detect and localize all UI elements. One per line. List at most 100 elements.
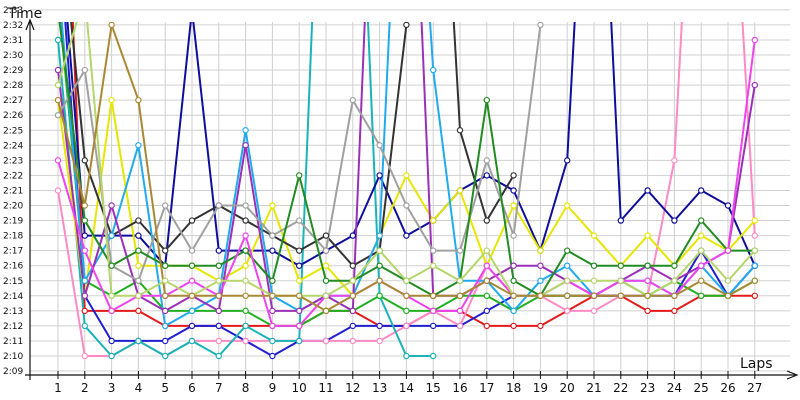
series-point — [483, 157, 490, 164]
series-point — [108, 22, 115, 29]
series-point — [296, 247, 303, 254]
y-tick-label: 2:24 — [3, 141, 23, 151]
y-tick-label: 2:23 — [3, 156, 23, 166]
x-tick-label: 8 — [242, 381, 250, 395]
series-point — [296, 262, 303, 269]
series-point — [269, 337, 276, 345]
y-tick-label: 2:29 — [3, 66, 23, 76]
series-point — [510, 307, 517, 315]
series-point — [724, 202, 732, 209]
x-axis-title: Laps — [740, 356, 773, 372]
series-point — [590, 232, 598, 239]
series-point — [698, 232, 705, 239]
x-tick-label: 1 — [54, 381, 62, 395]
series-point — [617, 277, 625, 284]
y-tick-label: 2:13 — [3, 307, 23, 317]
series-point — [296, 337, 303, 345]
y-tick-label: 2:11 — [3, 337, 23, 347]
series-point — [242, 337, 249, 345]
series-point — [269, 352, 276, 360]
series-point — [644, 262, 651, 269]
series-point — [188, 247, 196, 254]
series-point — [161, 322, 169, 330]
series-point — [322, 262, 330, 269]
series-point — [161, 307, 169, 315]
x-tick-label: 2 — [81, 381, 89, 395]
series-point — [537, 262, 544, 269]
x-axis-arrow — [786, 370, 799, 380]
series-point — [430, 322, 437, 330]
series-point — [322, 277, 330, 284]
x-tick-label: 13 — [372, 381, 387, 395]
series-point — [108, 96, 115, 104]
series-point — [590, 292, 598, 299]
series-point — [81, 352, 89, 360]
series-point — [751, 292, 759, 299]
series-point — [81, 292, 89, 299]
series-point — [376, 232, 383, 239]
series-point — [537, 277, 544, 284]
series-point — [403, 352, 410, 360]
series-point — [671, 157, 678, 164]
series-point — [483, 322, 490, 330]
series-point — [644, 277, 651, 284]
series-point — [349, 307, 356, 315]
series-point — [188, 217, 196, 224]
series-point — [456, 247, 464, 254]
series-line — [70, 22, 515, 267]
series-point — [135, 277, 142, 284]
series-point — [161, 277, 169, 284]
x-tick-label: 26 — [720, 381, 735, 395]
series-point — [430, 247, 437, 254]
series-point — [537, 292, 544, 299]
x-tick-label: 14 — [399, 381, 414, 395]
series-point — [242, 127, 249, 134]
series-point — [188, 262, 196, 269]
series-point — [349, 232, 356, 239]
series-point — [215, 277, 222, 284]
series-point — [108, 232, 115, 239]
series-point — [430, 292, 437, 299]
series-point — [54, 111, 62, 119]
series-point — [403, 202, 410, 209]
series-point — [403, 277, 410, 284]
y-tick-label: 2:27 — [3, 96, 23, 106]
series-point — [242, 277, 249, 284]
series-point — [590, 277, 598, 284]
y-tick-label: 2:15 — [3, 277, 23, 287]
series-point — [644, 232, 651, 239]
x-tick-label: 10 — [292, 381, 307, 395]
series-point — [456, 307, 464, 315]
x-tick-label: 23 — [640, 381, 655, 395]
series-point — [376, 172, 383, 179]
series-point — [81, 307, 89, 315]
y-tick-label: 2:12 — [3, 322, 23, 332]
series-point — [430, 352, 437, 360]
series-point — [215, 292, 222, 299]
x-tick-label: 22 — [613, 381, 628, 395]
series-point — [108, 337, 115, 345]
series-point — [510, 292, 517, 299]
series-point — [135, 337, 142, 345]
series-point — [215, 202, 222, 209]
series-point — [564, 247, 571, 254]
series-point — [403, 22, 410, 29]
series-point — [376, 292, 383, 299]
y-tick-label: 2:17 — [3, 247, 23, 257]
series-point — [349, 277, 356, 284]
series-point — [108, 202, 115, 209]
x-tick-label: 5 — [161, 381, 169, 395]
series-point — [322, 232, 330, 239]
series-point — [188, 277, 196, 284]
series-point — [724, 247, 732, 254]
series-point — [376, 247, 383, 254]
series-point — [564, 202, 571, 209]
y-tick-label: 2:32 — [3, 21, 23, 31]
y-tick-label: 2:21 — [3, 186, 23, 196]
y-tick-label: 2:31 — [3, 36, 23, 46]
series-point — [81, 232, 89, 239]
series-point — [349, 292, 356, 299]
series-point — [215, 247, 222, 254]
series-point — [349, 322, 356, 330]
series-point — [376, 322, 383, 330]
